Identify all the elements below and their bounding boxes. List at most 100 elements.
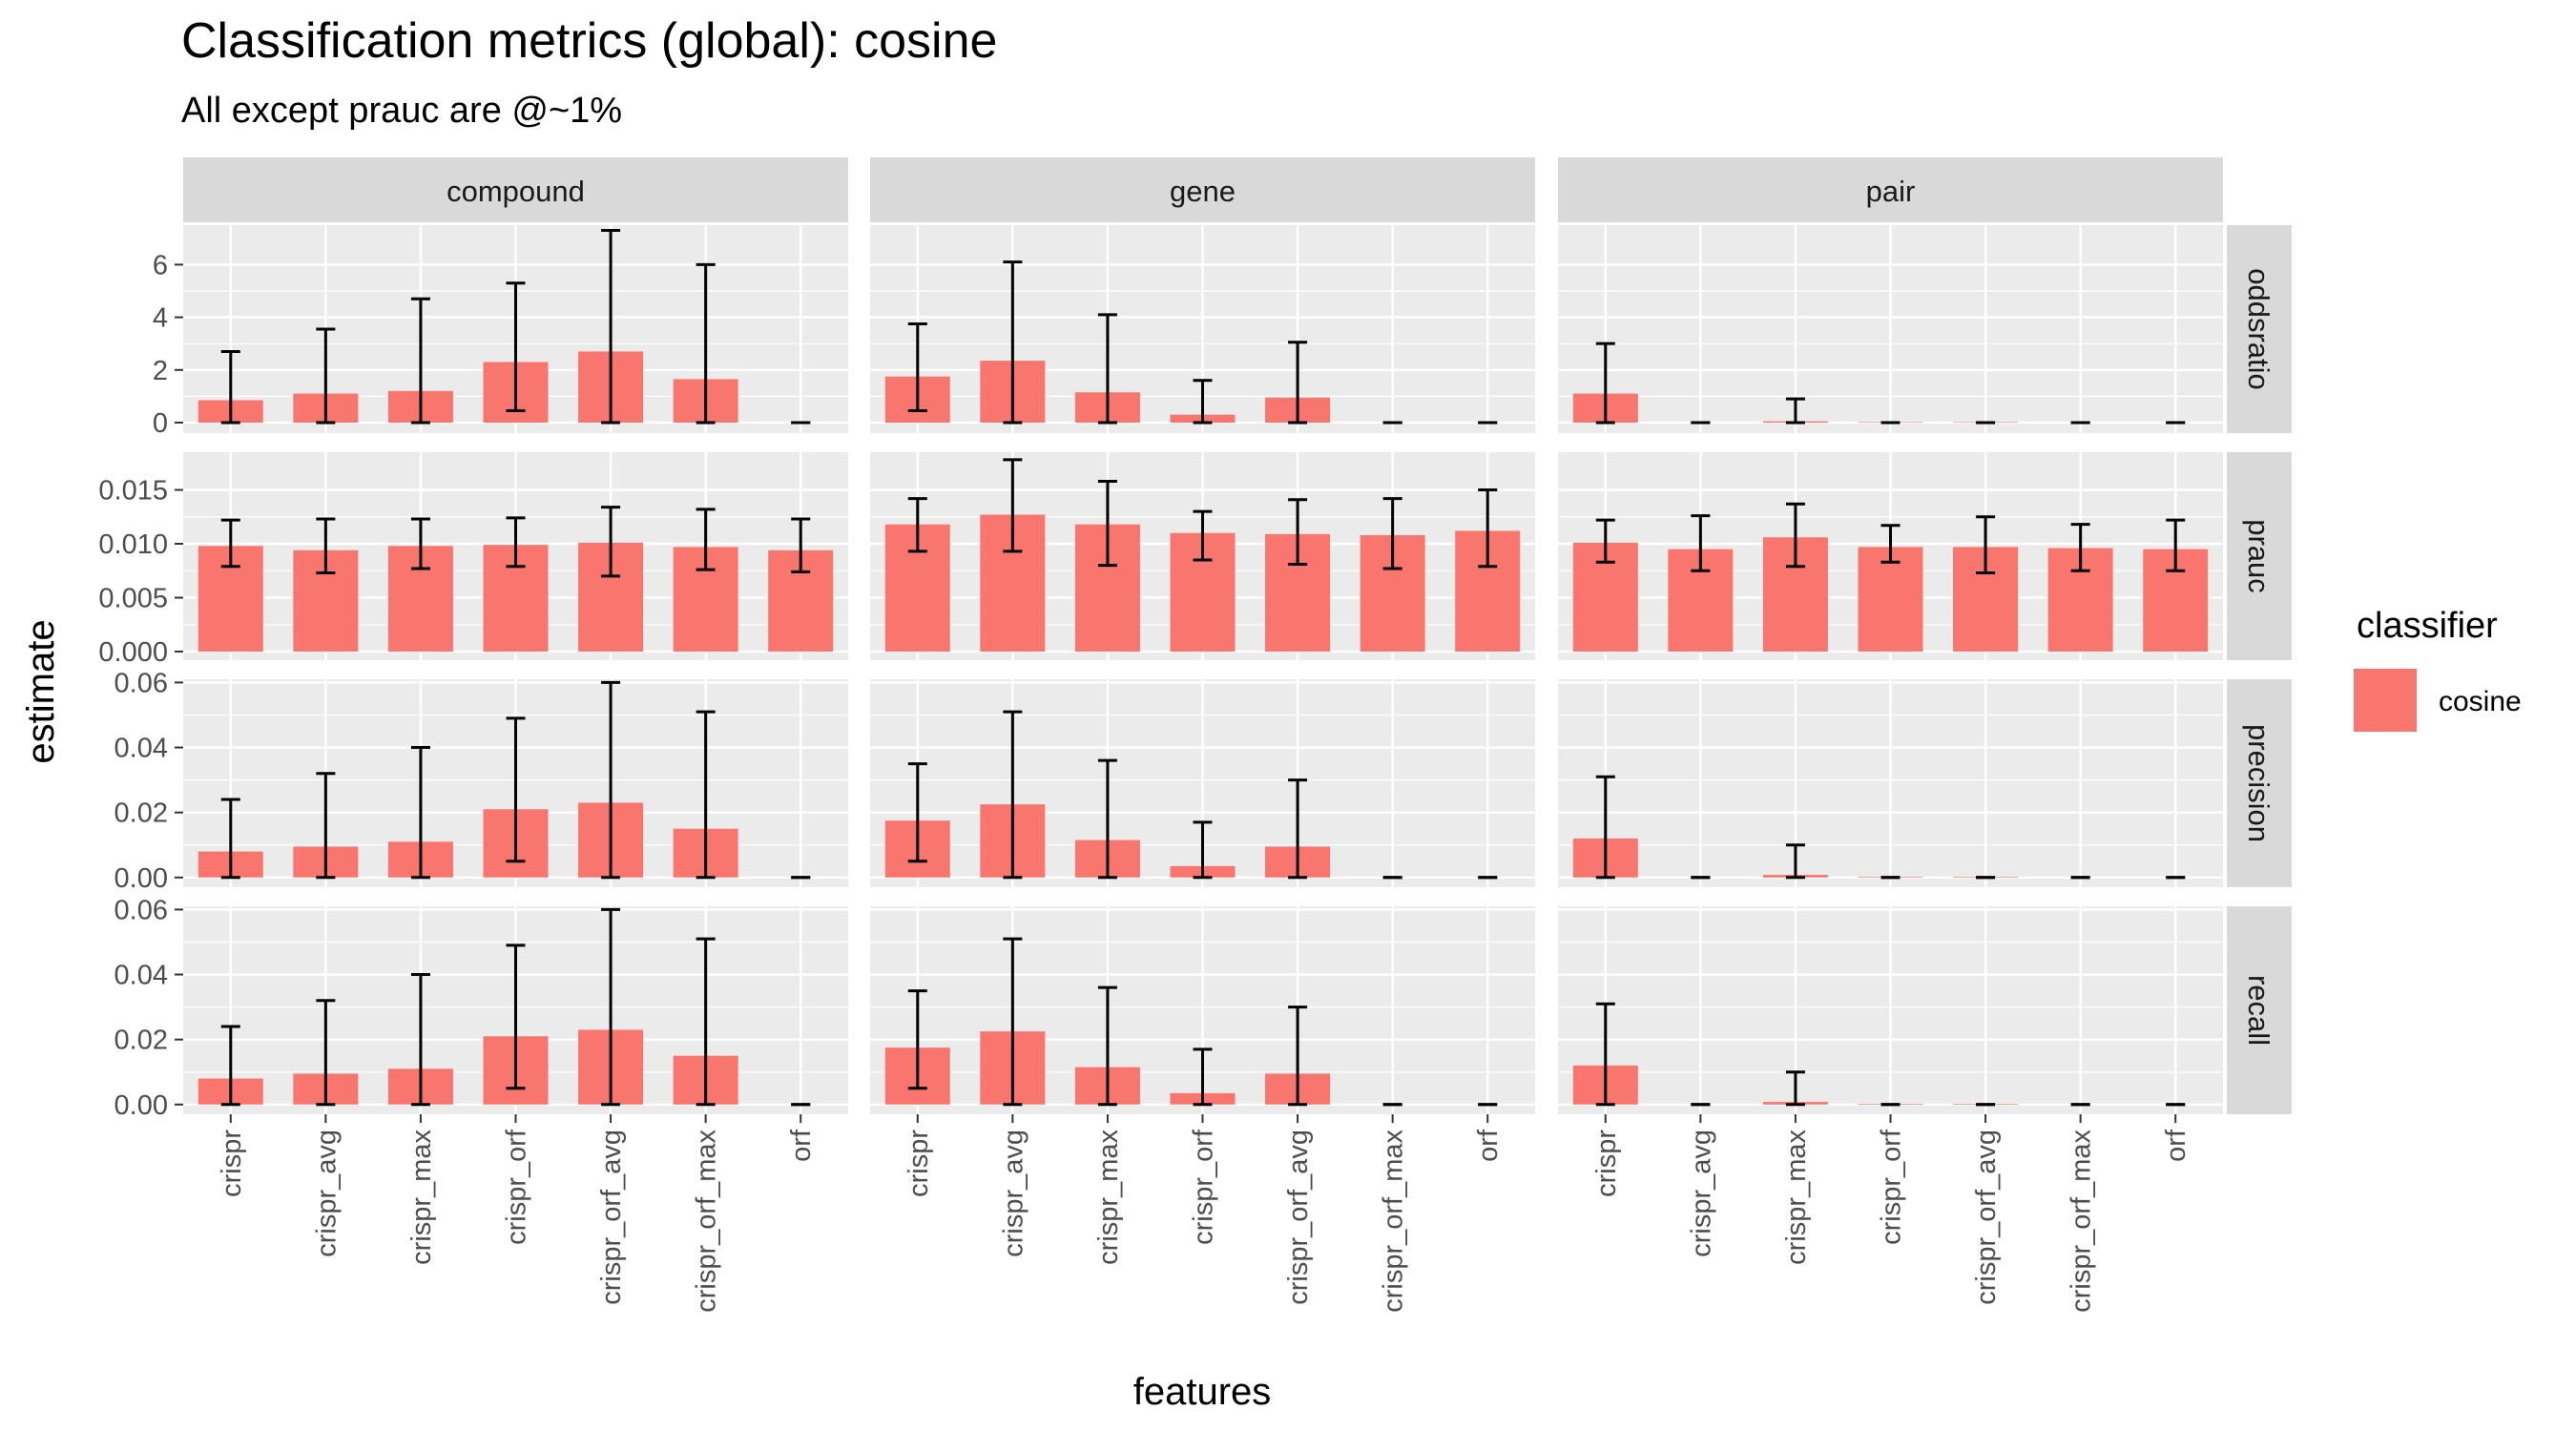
strip-gene	[870, 157, 1535, 222]
errorbar-pair-recall-crispr	[1595, 1002, 1615, 1107]
y-tick-label-oddsratio: 4	[153, 303, 168, 334]
errorbar-compound-recall-crispr_max	[410, 973, 430, 1107]
y-tick-label-prauc: 0.000	[98, 637, 168, 668]
strip-compound	[183, 157, 848, 222]
panel-gene-recall	[870, 906, 1535, 1114]
errorbar-pair-prauc-orf	[2166, 518, 2186, 572]
errorbar-pair-prauc-crispr_orf_max	[2070, 523, 2090, 572]
panel-gene-oddsratio	[870, 225, 1535, 433]
errorbar-compound-precision-crispr_max	[410, 746, 430, 880]
panel-compound-recall	[183, 906, 848, 1114]
errorbar-pair-recall-crispr_max	[1785, 1070, 1805, 1107]
y-tick-label-precision: 0.00	[114, 863, 168, 894]
chart-title: Classification metrics (global): cosine	[181, 13, 997, 69]
panel-pair-prauc	[1558, 452, 2223, 660]
y-tick-label-prauc: 0.015	[98, 476, 168, 507]
x-tick-label-pair-crispr_orf_max: crispr_orf_max	[2067, 1130, 2097, 1313]
errorbar-compound-precision-crispr_avg	[316, 772, 336, 880]
strip-prauc	[2227, 452, 2292, 660]
strip-recall	[2227, 906, 2292, 1114]
x-tick-label-gene-crispr: crispr	[904, 1130, 934, 1197]
errorbar-compound-oddsratio-crispr_max	[410, 297, 430, 425]
x-tick-label-compound-crispr_orf_max: crispr_orf_max	[692, 1130, 722, 1313]
errorbar-gene-precision-crispr_orf_avg	[1288, 778, 1308, 880]
legend: classifier cosine	[2352, 606, 2522, 734]
strip-label-recall: recall	[2242, 975, 2275, 1046]
errorbar-pair-prauc-crispr	[1595, 518, 1615, 564]
errorbar-gene-prauc-crispr_orf	[1193, 509, 1213, 562]
panel-pair-precision	[1558, 679, 2223, 887]
errorbar-compound-precision-crispr	[220, 798, 240, 880]
errorbar-gene-oddsratio-crispr_avg	[1003, 260, 1023, 425]
y-tick-label-oddsratio: 0	[153, 408, 168, 439]
errorbar-gene-prauc-crispr_max	[1097, 479, 1117, 568]
x-tick-label-gene-crispr_max: crispr_max	[1093, 1130, 1124, 1265]
errorbar-compound-prauc-orf	[791, 517, 811, 573]
errorbar-gene-recall-crispr_avg	[1003, 937, 1023, 1107]
strip-label-oddsratio: oddsratio	[2242, 268, 2275, 390]
panel-gene-prauc	[870, 452, 1535, 660]
x-tick-label-gene-crispr_orf: crispr_orf	[1189, 1129, 1219, 1245]
x-tick-label-gene-crispr_orf_max: crispr_orf_max	[1379, 1130, 1409, 1313]
panels-layer: compound gene pairoddsratio0246prauc0.0000…	[98, 157, 2292, 1313]
y-tick-label-recall: 0.06	[114, 895, 168, 925]
strip-label-prauc: prauc	[2242, 519, 2275, 593]
errorbar-gene-prauc-crispr_avg	[1003, 458, 1023, 553]
errorbar-gene-oddsratio-crispr_orf	[1193, 379, 1213, 425]
x-axis-title: features	[1133, 1371, 1272, 1413]
errorbar-gene-recall-crispr_max	[1097, 985, 1117, 1107]
panel-compound-precision	[183, 679, 848, 887]
y-tick-label-precision: 0.06	[114, 668, 168, 698]
strip-pair	[1558, 157, 2223, 222]
x-tick-label-pair-crispr_orf_avg: crispr_orf_avg	[1971, 1130, 2002, 1305]
y-tick-label-oddsratio: 6	[153, 250, 168, 280]
x-tick-label-compound-crispr_orf: crispr_orf	[502, 1129, 532, 1245]
errorbar-compound-prauc-crispr_orf	[506, 516, 526, 569]
errorbar-gene-precision-crispr	[907, 762, 927, 863]
x-tick-label-gene-crispr_orf_avg: crispr_orf_avg	[1283, 1130, 1314, 1305]
errorbar-compound-recall-crispr	[220, 1025, 240, 1107]
errorbar-compound-oddsratio-crispr_avg	[316, 327, 336, 425]
errorbar-compound-prauc-crispr_orf_max	[696, 508, 716, 571]
errorbar-gene-prauc-orf	[1478, 488, 1498, 569]
x-tick-label-compound-crispr: crispr	[217, 1130, 247, 1197]
x-tick-label-pair-crispr_orf: crispr_orf	[1877, 1129, 1907, 1245]
errorbar-gene-precision-crispr_max	[1097, 758, 1117, 880]
errorbar-compound-recall-crispr_orf	[506, 944, 526, 1090]
panel-gene-precision	[870, 679, 1535, 887]
y-tick-label-precision: 0.04	[114, 734, 168, 764]
errorbar-pair-oddsratio-crispr_max	[1785, 397, 1805, 425]
y-tick-label-precision: 0.02	[114, 798, 168, 829]
strip-label-gene: gene	[1170, 175, 1236, 208]
errorbar-gene-precision-crispr_avg	[1003, 710, 1023, 880]
errorbar-compound-oddsratio-crispr_orf_max	[696, 262, 716, 425]
errorbar-compound-oddsratio-crispr_orf	[506, 281, 526, 413]
errorbar-gene-recall-crispr_orf_avg	[1288, 1006, 1308, 1107]
errorbar-gene-oddsratio-crispr_orf_avg	[1288, 341, 1308, 425]
errorbar-compound-recall-crispr_orf_max	[696, 937, 716, 1107]
strip-precision	[2227, 679, 2292, 887]
errorbar-gene-precision-crispr_orf	[1193, 820, 1213, 880]
errorbar-compound-recall-crispr_avg	[316, 999, 336, 1107]
x-tick-label-compound-orf: orf	[786, 1129, 817, 1162]
strip-oddsratio	[2227, 225, 2292, 433]
errorbar-compound-prauc-crispr_orf_avg	[601, 506, 621, 578]
errorbar-compound-prauc-crispr_max	[410, 517, 430, 570]
errorbar-compound-oddsratio-crispr_orf_avg	[601, 229, 621, 425]
legend-label-cosine: cosine	[2439, 686, 2522, 717]
errorbar-pair-precision-crispr	[1595, 775, 1615, 880]
y-tick-label-recall: 0.02	[114, 1026, 168, 1056]
panel-compound-prauc	[183, 452, 848, 660]
legend-title: classifier	[2357, 606, 2498, 646]
y-tick-label-recall: 0.04	[114, 961, 168, 991]
errorbar-gene-oddsratio-crispr	[907, 321, 927, 413]
y-tick-label-prauc: 0.010	[98, 529, 168, 560]
errorbar-gene-recall-crispr	[907, 989, 927, 1090]
errorbar-pair-prauc-crispr_orf	[1880, 524, 1901, 564]
x-tick-label-compound-crispr_orf_avg: crispr_orf_avg	[596, 1130, 627, 1305]
errorbar-pair-oddsratio-crispr	[1595, 342, 1615, 425]
errorbar-gene-oddsratio-crispr_max	[1097, 313, 1117, 425]
strip-label-compound: compound	[447, 175, 585, 208]
errorbar-gene-recall-crispr_orf	[1193, 1047, 1213, 1107]
